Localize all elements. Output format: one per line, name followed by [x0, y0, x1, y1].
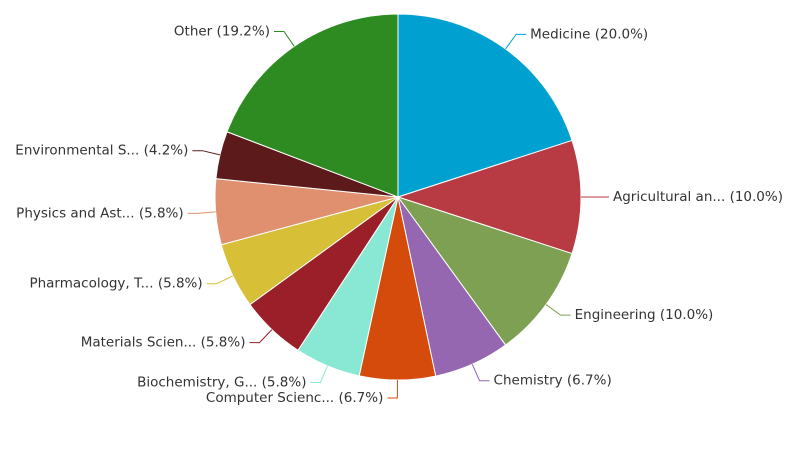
slice-category: Environmental S...	[15, 143, 139, 159]
pie-slice	[226, 13, 399, 198]
slice-label: Physics and Ast... (5.8%)	[16, 205, 183, 221]
slice-value-label: (10.0%)	[730, 189, 783, 205]
leader-line	[471, 364, 490, 382]
leader-line	[387, 379, 398, 399]
leader-line	[310, 365, 328, 383]
slice-category: Physics and Ast...	[16, 205, 134, 221]
slice-label: Pharmacology, T... (5.8%)	[29, 276, 202, 292]
slice-value-label: (5.8%)	[158, 276, 203, 292]
leader-line	[187, 211, 216, 214]
slice-category: Chemistry	[494, 373, 563, 389]
slice-value-label: (4.2%)	[144, 143, 189, 159]
leader-line	[249, 329, 273, 344]
slice-category: Biochemistry, G...	[137, 374, 257, 390]
slice-value-label: (20.0%)	[595, 26, 648, 42]
slice-label: Computer Scienc... (6.7%)	[206, 390, 383, 406]
slice-label: Other (19.2%)	[174, 23, 270, 39]
slice-value-label: (10.0%)	[660, 307, 713, 323]
slice-category: Medicine	[530, 26, 590, 42]
slice-label: Biochemistry, G... (5.8%)	[137, 374, 306, 390]
slice-category: Engineering	[575, 307, 656, 323]
slice-category: Other	[174, 23, 213, 39]
slice-value-label: (5.8%)	[262, 374, 307, 390]
slice-category: Materials Scien...	[81, 335, 197, 351]
slice-label: Medicine (20.0%)	[530, 26, 648, 42]
slice-label: Agricultural an... (10.0%)	[613, 189, 783, 205]
slice-value-label: (5.8%)	[139, 205, 184, 221]
slice-label: Chemistry (6.7%)	[494, 373, 612, 389]
slice-category: Pharmacology, T...	[29, 276, 153, 292]
leader-line	[545, 304, 571, 316]
slice-label: Environmental S... (4.2%)	[15, 143, 188, 159]
pie-slice	[396, 196, 573, 346]
pie-slice	[396, 139, 582, 255]
slice-value-label: (6.7%)	[339, 390, 384, 406]
leader-line	[206, 275, 234, 285]
leader-line	[192, 150, 221, 156]
leader-line	[505, 33, 527, 50]
slice-value-label: (19.2%)	[217, 23, 270, 39]
slice-value-label: (5.8%)	[201, 335, 246, 351]
slice-category: Agricultural an...	[613, 189, 725, 205]
leader-line	[273, 30, 295, 47]
slice-category: Computer Scienc...	[206, 390, 334, 406]
slice-label: Engineering (10.0%)	[575, 307, 714, 323]
pie-slice	[397, 13, 573, 198]
slice-value-label: (6.7%)	[567, 373, 612, 389]
slice-label: Materials Scien... (5.8%)	[81, 335, 246, 351]
